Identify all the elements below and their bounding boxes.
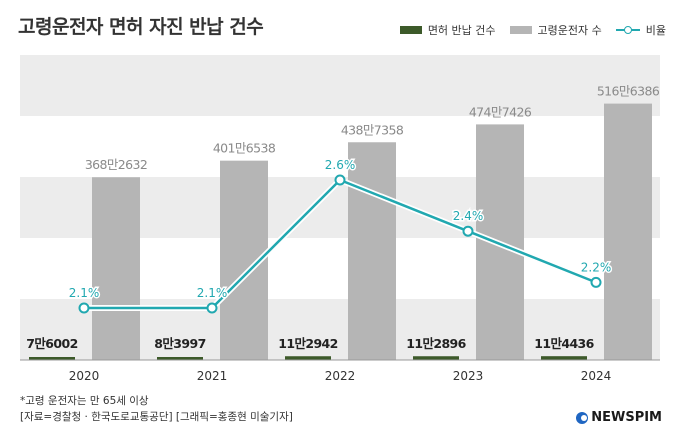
returns-bar (29, 357, 75, 360)
drivers-bar-label: 438만7358 (341, 122, 404, 137)
drivers-bar (348, 142, 396, 360)
legend-label-drivers: 고령운전자 수 (537, 24, 602, 37)
chart-title: 고령운전자 면허 자진 반납 건수 (18, 16, 264, 38)
legend-swatch-drivers (509, 26, 532, 34)
x-tick-label: 2020 (69, 369, 100, 383)
ratio-point-label: 2.1% (69, 286, 100, 300)
footnote-definition: *고령 운전자는 만 65세 이상 (20, 395, 149, 407)
ratio-point-label: 2.4% (453, 209, 484, 223)
legend-item-returns: 면허 반납 건수 (399, 22, 496, 38)
chart-plot: 368만2632 401만6538 438만7358 474만7426 516만6386… (20, 55, 660, 383)
legend-item-ratio: 비율 (615, 22, 666, 38)
returns-bar (285, 356, 331, 360)
x-tick-label: 2022 (325, 369, 356, 383)
returns-bar (541, 356, 587, 360)
ratio-point (334, 174, 346, 186)
legend-swatch-ratio (615, 26, 640, 34)
legend-label-ratio: 비율 (645, 24, 666, 37)
legend: 면허 반납 건수 고령운전자 수 비율 (386, 22, 666, 38)
returns-bar (157, 357, 203, 360)
returns-bar (413, 356, 459, 360)
drivers-bar (92, 177, 140, 360)
returns-bar-label: 11만2896 (406, 336, 466, 351)
drivers-bar-label: 368만2632 (85, 157, 147, 172)
legend-swatch-returns (399, 26, 422, 34)
x-tick-label: 2021 (197, 369, 228, 383)
legend-item-drivers: 고령운전자 수 (509, 22, 602, 38)
drivers-bar-label: 516만6386 (597, 84, 660, 99)
newspim-logo-icon (576, 411, 589, 424)
brand-logo: NEWSPIM (576, 410, 662, 425)
ratio-point-label: 2.6% (325, 158, 356, 172)
brand-name: NEWSPIM (591, 410, 662, 425)
returns-bar-label: 11만4436 (534, 336, 594, 351)
drivers-bar-label: 401만6538 (213, 141, 276, 156)
x-tick-label: 2024 (581, 369, 612, 383)
ratio-point (590, 276, 602, 288)
drivers-bar (604, 103, 652, 360)
footnote-source: [자료=경찰청 · 한국도로교통공단] [그래픽=홍종현 미술기자] (20, 411, 293, 423)
returns-bar-label: 7만6002 (26, 336, 77, 351)
ratio-point-label: 2.1% (197, 286, 228, 300)
legend-label-returns: 면허 반납 건수 (427, 24, 496, 37)
ratio-point (206, 302, 218, 314)
drivers-bar-label: 474만7426 (469, 104, 532, 119)
grid-band (20, 55, 660, 116)
ratio-point-label: 2.2% (581, 260, 612, 274)
returns-bar-label: 8만3997 (154, 336, 205, 351)
footnote: *고령 운전자는 만 65세 이상 [자료=경찰청 · 한국도로교통공단] [그… (20, 393, 293, 425)
x-tick-label: 2023 (453, 369, 484, 383)
returns-bar-label: 11만2942 (278, 336, 338, 351)
ratio-point (78, 302, 90, 314)
ratio-point (462, 225, 474, 237)
